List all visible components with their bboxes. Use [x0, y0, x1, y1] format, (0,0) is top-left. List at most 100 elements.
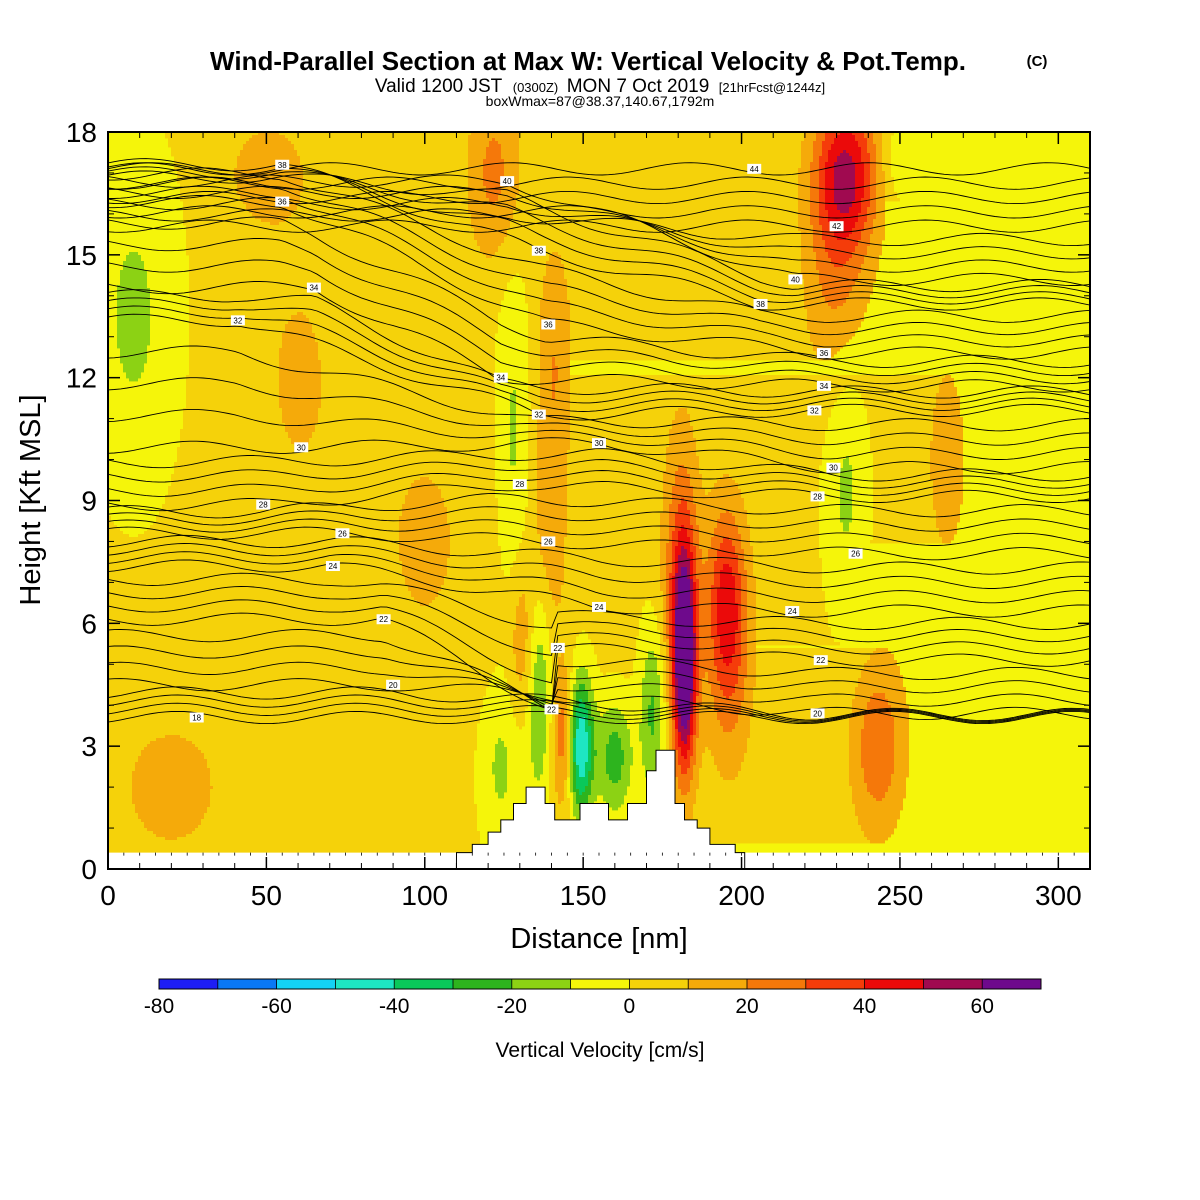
velocity-cell: [894, 720, 909, 724]
velocity-cell: [444, 501, 498, 505]
velocity-cell: [621, 777, 630, 781]
velocity-cell: [702, 753, 711, 757]
velocity-cell: [312, 330, 498, 334]
velocity-cell: [747, 609, 756, 613]
velocity-cell: [549, 753, 555, 757]
velocity-cell: [594, 720, 627, 724]
velocity-cell: [261, 219, 285, 223]
velocity-cell: [588, 732, 591, 736]
velocity-cell: [744, 507, 819, 511]
velocity-cell: [321, 396, 495, 400]
velocity-cell: [930, 468, 963, 472]
velocity-cell: [744, 561, 753, 565]
velocity-cell: [675, 564, 678, 568]
velocity-cell: [588, 750, 591, 754]
velocity-cell: [861, 747, 894, 751]
velocity-cell: [705, 672, 708, 676]
velocity-cell: [573, 786, 576, 790]
velocity-cell: [864, 177, 870, 181]
velocity-cell: [537, 441, 570, 445]
velocity-cell: [165, 735, 180, 739]
velocity-cell: [570, 327, 807, 331]
velocity-cell: [741, 615, 747, 619]
velocity-cell: [696, 741, 747, 745]
velocity-cell: [528, 378, 540, 382]
velocity-cell: [834, 234, 849, 238]
contour-label: 40: [788, 274, 803, 285]
velocity-cell: [279, 369, 321, 373]
velocity-cell: [681, 573, 687, 577]
velocity-cell: [798, 207, 810, 211]
velocity-cell: [663, 657, 666, 661]
velocity-cell: [540, 552, 564, 556]
velocity-cell: [552, 375, 558, 379]
velocity-cell: [735, 579, 741, 583]
velocity-cell: [693, 591, 696, 595]
velocity-cell: [285, 135, 468, 139]
velocity-cell: [690, 756, 696, 760]
velocity-cell: [708, 492, 741, 496]
velocity-cell: [675, 720, 678, 724]
theta-contour: [108, 190, 1090, 205]
velocity-cell: [750, 525, 819, 529]
velocity-cell: [306, 444, 495, 448]
velocity-cell: [645, 660, 657, 664]
velocity-cell: [876, 165, 882, 169]
colorbar-swatch: [982, 979, 1042, 989]
velocity-cell: [108, 549, 399, 553]
velocity-cell: [564, 747, 567, 751]
velocity-cell: [594, 744, 606, 748]
velocity-cell: [840, 471, 852, 475]
velocity-cell: [873, 522, 936, 526]
velocity-cell: [408, 585, 441, 589]
velocity-cell: [153, 522, 399, 526]
velocity-cell: [747, 648, 756, 652]
velocity-cell: [696, 552, 702, 556]
velocity-cell: [696, 720, 699, 724]
velocity-cell: [537, 435, 570, 439]
velocity-cell: [690, 723, 693, 727]
velocity-cell: [870, 168, 876, 172]
velocity-cell: [810, 210, 819, 214]
chart-title: Wind-Parallel Section at Max W: Vertical…: [210, 46, 966, 76]
velocity-cell: [723, 657, 732, 661]
velocity-cell: [108, 696, 483, 700]
velocity-cell: [864, 399, 936, 403]
velocity-cell: [672, 555, 675, 559]
velocity-cell: [612, 807, 618, 811]
velocity-cell: [804, 300, 825, 304]
velocity-cell: [861, 744, 894, 748]
velocity-cell: [567, 735, 570, 739]
velocity-cell: [837, 156, 852, 160]
velocity-cell: [660, 564, 666, 568]
velocity-cell: [510, 693, 528, 697]
velocity-cell: [666, 693, 669, 697]
velocity-cell: [693, 618, 696, 622]
velocity-cell: [126, 375, 141, 379]
velocity-cell: [531, 405, 540, 409]
velocity-cell: [825, 186, 834, 190]
velocity-cell: [516, 198, 798, 202]
velocity-cell: [591, 708, 597, 712]
title-mark: (C): [1027, 53, 1048, 70]
velocity-cell: [669, 618, 672, 622]
y-tick-label: 0: [81, 854, 97, 885]
velocity-cell: [855, 387, 939, 391]
velocity-cell: [675, 609, 693, 613]
velocity-cell: [930, 444, 963, 448]
velocity-cell: [399, 519, 447, 523]
velocity-cell: [861, 234, 870, 238]
velocity-cell: [573, 753, 576, 757]
velocity-cell: [519, 168, 798, 172]
velocity-cell: [564, 738, 567, 742]
velocity-cell: [567, 720, 570, 724]
velocity-cell: [573, 690, 576, 694]
velocity-cell: [867, 144, 876, 148]
velocity-cell: [117, 339, 150, 343]
velocity-cell: [210, 798, 474, 802]
velocity-cell: [573, 684, 579, 688]
velocity-cell: [756, 621, 828, 625]
velocity-cell: [687, 468, 699, 472]
velocity-cell: [288, 432, 312, 436]
velocity-cell: [546, 624, 639, 628]
